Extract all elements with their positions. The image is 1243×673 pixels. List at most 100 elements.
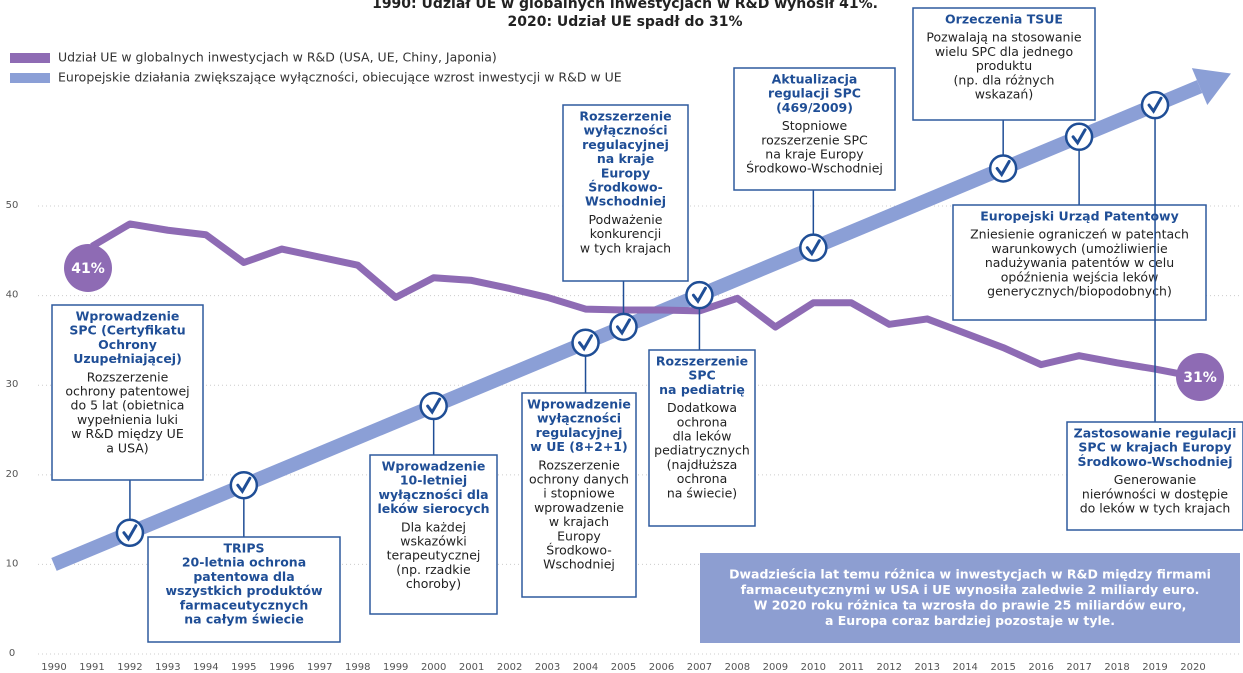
event-title: (469/2009) bbox=[776, 100, 853, 115]
x-tick-label: 1990 bbox=[41, 662, 66, 673]
event-text: Stopniowe bbox=[782, 118, 848, 133]
event-title: regulacyjnej bbox=[582, 137, 669, 152]
event-title: Środkowo- bbox=[588, 180, 663, 195]
note-box bbox=[700, 553, 1240, 643]
start-label: 41% bbox=[71, 261, 105, 277]
check-circle bbox=[799, 233, 828, 262]
event-title: wyłączności bbox=[537, 411, 621, 426]
event-title: Rozszerzenie bbox=[656, 354, 748, 369]
event-text: a USA) bbox=[106, 440, 148, 455]
note-text: Dwadzieścia lat temu różnica w inwestycj… bbox=[729, 567, 1211, 582]
event-text: Podważenie bbox=[589, 212, 663, 227]
event-text: Środkowo- bbox=[546, 543, 611, 558]
x-tick-label: 1999 bbox=[383, 662, 408, 673]
x-tick-label: 2005 bbox=[611, 662, 636, 673]
x-tick-label: 1991 bbox=[79, 662, 104, 673]
event-text: ochrona bbox=[677, 471, 728, 486]
check-mark bbox=[1140, 90, 1170, 120]
check-circle bbox=[685, 280, 714, 310]
chart-title: 1990: Udział UE w globalnych inwestycjac… bbox=[372, 0, 878, 12]
event-title: wyłączności dla bbox=[378, 487, 488, 502]
note-text: W 2020 roku różnica ta wzrosła do prawie… bbox=[754, 598, 1187, 613]
start-badge bbox=[64, 244, 112, 292]
x-tick-label: 2008 bbox=[725, 662, 750, 673]
event-text: do leków w tych krajach bbox=[1080, 501, 1231, 516]
x-tick-label: 2003 bbox=[535, 662, 560, 673]
event-title: wszystkich produktów bbox=[165, 583, 323, 598]
event-text: Europy bbox=[557, 528, 601, 543]
y-tick-label: 30 bbox=[6, 379, 19, 390]
x-tick-label: 2001 bbox=[459, 662, 484, 673]
check-circle bbox=[1064, 122, 1094, 152]
check-icon bbox=[691, 286, 707, 304]
event-text: wypełnienia luki bbox=[77, 412, 178, 427]
event-title: farmaceutycznych bbox=[180, 597, 308, 612]
check-circle bbox=[229, 470, 259, 500]
event-text: produktu bbox=[976, 58, 1032, 73]
event-title: Zastosowanie regulacji bbox=[1074, 426, 1237, 441]
event-text: generycznych/biopodobnych) bbox=[987, 284, 1172, 299]
x-tick-label: 2019 bbox=[1142, 662, 1167, 673]
event-title: Wprowadzenie bbox=[382, 459, 486, 474]
event-title: Europejski Urząd Patentowy bbox=[980, 209, 1179, 224]
event-title: wyłączności bbox=[583, 123, 667, 138]
event-box bbox=[521, 392, 637, 598]
check-icon bbox=[805, 239, 821, 257]
event-title: na kraje bbox=[597, 151, 654, 166]
event-text: Pozwalają na stosowanie bbox=[926, 30, 1081, 45]
x-tick-label: 1997 bbox=[307, 662, 332, 673]
x-tick-label: 1995 bbox=[231, 662, 256, 673]
event-title: Uzupełniającej) bbox=[73, 351, 182, 366]
event-box bbox=[562, 104, 689, 282]
event-box bbox=[1066, 421, 1243, 531]
event-title: Wprowadzenie bbox=[527, 397, 631, 412]
x-tick-label: 2018 bbox=[1104, 662, 1129, 673]
x-tick-label: 2007 bbox=[687, 662, 712, 673]
check-icon bbox=[1071, 128, 1087, 146]
event-text: ochrona bbox=[677, 414, 728, 429]
x-tick-label: 2011 bbox=[839, 662, 864, 673]
event-text: Rozszerzenie bbox=[87, 369, 169, 384]
data-line bbox=[90, 220, 1194, 380]
event-text: Generowanie bbox=[1114, 472, 1197, 487]
end-label: 31% bbox=[1183, 370, 1217, 386]
event-text: (np. rzadkie bbox=[396, 562, 471, 577]
event-text: na kraje Europy bbox=[765, 147, 864, 162]
x-tick-label: 2020 bbox=[1180, 662, 1205, 673]
event-box bbox=[733, 67, 896, 191]
event-text: opóźnienia wejścia leków bbox=[1001, 269, 1159, 284]
event-text: Dla każdej bbox=[401, 519, 466, 534]
x-tick-label: 2013 bbox=[915, 662, 940, 673]
x-tick-label: 1994 bbox=[193, 662, 218, 673]
chart-title: 2020: Udział UE spadł do 31% bbox=[507, 14, 742, 30]
legend-label: Udział UE w globalnych inwestycjach w R&… bbox=[58, 50, 497, 65]
event-text: Dodatkowa bbox=[667, 400, 737, 415]
event-title: regulacyjnej bbox=[536, 425, 623, 440]
check-mark bbox=[229, 470, 259, 500]
event-title: na pediatrię bbox=[659, 382, 745, 397]
check-circle bbox=[571, 328, 600, 357]
check-icon bbox=[995, 159, 1011, 178]
event-text: Wschodniej bbox=[543, 557, 615, 572]
event-title: patentowa dla bbox=[193, 569, 294, 584]
event-text: w tych krajach bbox=[580, 240, 671, 255]
y-tick-label: 20 bbox=[6, 469, 19, 480]
x-tick-label: 2009 bbox=[763, 662, 788, 673]
check-mark bbox=[115, 518, 145, 547]
event-title: SPC (Certyfikatu bbox=[69, 323, 185, 338]
x-tick-label: 1992 bbox=[117, 662, 142, 673]
event-text: Zniesienie ograniczeń w patentach bbox=[970, 227, 1189, 242]
x-tick-label: 2004 bbox=[573, 662, 598, 673]
check-circle bbox=[988, 154, 1018, 183]
event-box bbox=[147, 536, 341, 643]
check-mark bbox=[685, 280, 714, 310]
x-tick-label: 2015 bbox=[990, 662, 1015, 673]
x-tick-label: 1993 bbox=[155, 662, 180, 673]
event-text: rozszerzenie SPC bbox=[761, 132, 868, 147]
event-title: w UE (8+2+1) bbox=[530, 439, 627, 454]
event-title: SPC w krajach Europy bbox=[1078, 440, 1231, 455]
event-text: ochrony patentowej bbox=[65, 384, 189, 399]
check-circle bbox=[115, 518, 145, 547]
legend-swatch bbox=[10, 53, 50, 63]
